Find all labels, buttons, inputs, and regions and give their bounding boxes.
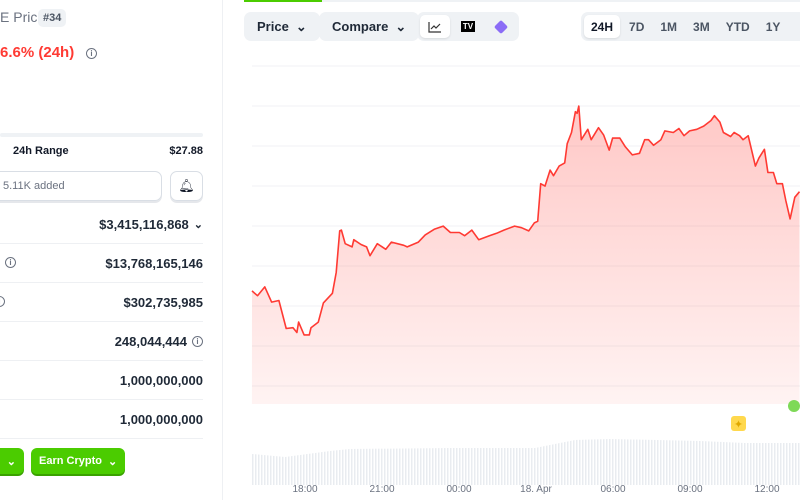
range-bar [0, 133, 203, 137]
time-range-group: 24H 7D 1M 3M YTD 1Y [581, 12, 800, 41]
stat-value: 1,000,000,000 [119, 412, 203, 427]
coin-info-panel: E Price #34 6.6% (24h) i 24h Range $27.8… [0, 0, 223, 500]
chevron-down-icon: ⌄ [395, 18, 407, 34]
range-1y[interactable]: 1Y [765, 19, 781, 34]
x-tick-label: 06:00 [600, 484, 626, 495]
range-ytd[interactable]: YTD [725, 19, 750, 34]
active-tab-indicator [244, 0, 322, 2]
info-icon[interactable]: i [5, 257, 16, 268]
stat-row-market-cap: $3,415,116,868 ⌄ [0, 205, 203, 244]
compare-dropdown[interactable]: Compare ⌄ [319, 12, 420, 41]
price-dropdown[interactable]: Price ⌄ [244, 12, 320, 41]
compare-label: Compare [332, 19, 389, 34]
chevron-down-icon: ⌄ [6, 455, 16, 468]
range-24h[interactable]: 24H [584, 15, 621, 38]
volume-bars [252, 439, 800, 485]
price-area [251, 106, 800, 404]
chevron-down-icon: ⌄ [107, 455, 118, 468]
x-tick-label: 21:00 [369, 484, 395, 495]
buy-sell-button[interactable]: ⌄ [0, 448, 24, 474]
news-marker-icon[interactable] [788, 400, 800, 412]
stat-row-circulating-supply: 248,044,444 i [0, 322, 203, 361]
price-label: Price [257, 19, 289, 34]
sparkle-icon: ✦ [734, 419, 743, 431]
watchlist-button[interactable]: 5.11K added [0, 171, 162, 201]
range-1m[interactable]: 1M [660, 19, 678, 34]
price-change-24h: 6.6% (24h) [0, 44, 75, 61]
event-marker[interactable]: ✦ [731, 416, 746, 431]
range-label: 24h Range [13, 145, 69, 157]
stat-row-total-supply: 1,000,000,000 [0, 361, 203, 400]
bell-icon: 🔔︎ [178, 178, 195, 193]
stat-row-max-supply: 1,000,000,000 [0, 400, 203, 439]
tab-divider [244, 0, 800, 2]
range-high: $27.88 [169, 145, 203, 157]
info-icon[interactable]: i [192, 336, 203, 347]
stat-row-fdv: i $13,768,165,146 [0, 244, 203, 283]
coin-price-title: E Price [0, 9, 46, 25]
chart-type-group: TV [417, 12, 519, 41]
line-chart-icon[interactable] [420, 15, 450, 38]
tradingview-icon[interactable]: TV [460, 21, 476, 32]
stat-value: 248,044,444 [114, 334, 187, 349]
stat-value: $13,768,165,146 [105, 256, 203, 271]
stat-value: 1,000,000,000 [119, 373, 203, 388]
price-alert-button[interactable]: 🔔︎ [170, 171, 203, 201]
info-icon[interactable]: i [86, 48, 97, 59]
stat-value: $3,415,116,868 [99, 217, 189, 232]
range-7d[interactable]: 7D [629, 19, 645, 34]
earn-crypto-label: Earn Crypto [39, 455, 102, 467]
range-3m[interactable]: 3M [693, 19, 710, 34]
x-tick-label: 09:00 [677, 484, 703, 495]
earn-crypto-button[interactable]: Earn Crypto ⌄ [31, 448, 126, 474]
price-line [251, 105, 800, 336]
x-tick-label: 12:00 [754, 484, 780, 495]
x-tick-label: 18:00 [292, 484, 318, 495]
chevron-down-icon[interactable]: ⌄ [193, 219, 203, 231]
watchlist-count: 5.11K added [3, 180, 65, 192]
stat-row-volume: i $302,735,985 [0, 283, 203, 322]
x-tick-label: 18. Apr [520, 484, 552, 495]
rank-badge: #34 [38, 9, 67, 27]
chevron-down-icon: ⌄ [295, 18, 307, 34]
stat-value: $302,735,985 [123, 295, 203, 310]
x-tick-label: 00:00 [446, 484, 472, 495]
